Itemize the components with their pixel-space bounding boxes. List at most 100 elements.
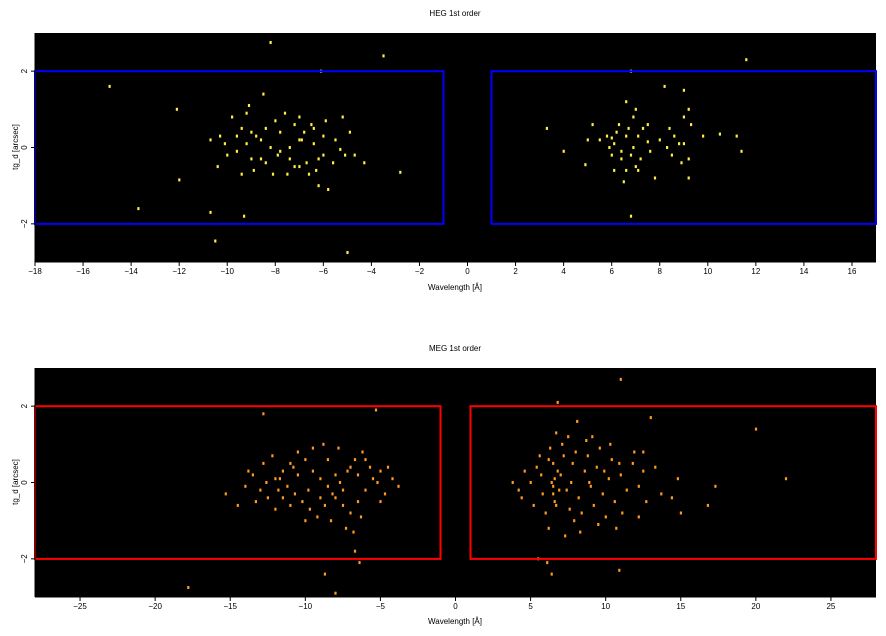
heg-data-point xyxy=(545,126,548,130)
meg-data-point xyxy=(277,488,280,492)
meg-data-point xyxy=(331,492,334,496)
meg-data-point xyxy=(615,526,618,530)
meg-data-point xyxy=(371,477,375,481)
meg-data-point xyxy=(550,572,553,576)
meg-data-point xyxy=(386,465,390,469)
heg-data-point xyxy=(312,142,315,146)
heg-x-tick-label: 14 xyxy=(799,267,808,276)
heg-data-point xyxy=(252,168,255,172)
meg-data-point xyxy=(352,530,355,534)
heg-data-point xyxy=(317,157,320,161)
heg-data-point xyxy=(223,142,226,146)
heg-data-point xyxy=(312,126,315,130)
meg-data-point xyxy=(286,484,289,488)
meg-data-point xyxy=(676,477,679,481)
heg-data-point xyxy=(245,142,248,146)
meg-data-point xyxy=(307,488,310,492)
meg-data-point xyxy=(289,503,292,507)
meg-data-point xyxy=(274,507,277,511)
heg-data-point xyxy=(615,130,618,134)
meg-y-tick-label: −2 xyxy=(20,554,29,564)
meg-data-point xyxy=(535,465,538,469)
meg-data-point xyxy=(187,586,190,589)
heg-data-point xyxy=(348,130,351,134)
meg-data-point xyxy=(383,492,387,496)
heg-x-tick-label: 8 xyxy=(658,267,663,276)
meg-data-point xyxy=(346,469,349,473)
heg-data-point xyxy=(382,54,385,58)
heg-data-point xyxy=(658,138,661,142)
heg-data-point xyxy=(255,134,258,138)
heg-data-point xyxy=(240,126,243,130)
meg-data-point xyxy=(714,484,717,488)
meg-data-point xyxy=(577,496,580,500)
meg-data-point xyxy=(292,465,295,469)
meg-data-point xyxy=(586,454,589,458)
meg-data-point xyxy=(618,568,621,572)
meg-data-point xyxy=(344,526,348,530)
heg-data-point xyxy=(620,149,623,153)
heg-x-tick-label: −4 xyxy=(367,267,377,276)
heg-x-tick-label: 10 xyxy=(703,267,712,276)
meg-data-point xyxy=(609,442,612,446)
heg-data-point xyxy=(219,134,222,138)
heg-data-point xyxy=(353,153,356,157)
meg-y-axis-label: tg_d [arcsec] xyxy=(11,459,20,505)
meg-data-point xyxy=(579,530,582,534)
heg-x-tick-label: −2 xyxy=(415,267,425,276)
meg-data-point xyxy=(552,484,555,488)
meg-data-point xyxy=(603,469,606,473)
meg-data-point xyxy=(517,488,520,492)
heg-title: HEG 1st order xyxy=(429,9,480,18)
meg-data-point xyxy=(585,439,588,442)
heg-data-point xyxy=(687,107,690,111)
meg-data-point xyxy=(568,507,571,511)
heg-data-point xyxy=(399,170,402,174)
meg-data-point xyxy=(319,477,322,481)
heg-data-point xyxy=(298,165,301,169)
heg-data-point xyxy=(324,119,327,123)
meg-data-point xyxy=(326,458,329,462)
meg-data-point xyxy=(544,511,547,515)
heg-data-point xyxy=(608,146,611,149)
meg-data-point xyxy=(547,458,550,462)
meg-data-point xyxy=(244,484,247,488)
meg-y-tick-label: 2 xyxy=(20,403,29,408)
meg-data-point xyxy=(511,481,514,484)
heg-data-point xyxy=(315,168,318,172)
meg-data-point xyxy=(322,442,325,446)
meg-data-point xyxy=(274,477,277,481)
meg-data-point xyxy=(618,461,621,465)
meg-x-tick-label: 0 xyxy=(453,602,458,611)
heg-data-point xyxy=(625,134,628,138)
heg-data-point xyxy=(653,176,657,180)
meg-data-point xyxy=(784,477,788,481)
heg-data-point xyxy=(259,157,263,161)
meg-data-point xyxy=(358,561,361,565)
heg-x-tick-label: −16 xyxy=(76,267,90,276)
meg-data-point xyxy=(619,473,622,477)
meg-data-point xyxy=(323,572,326,576)
heg-data-point xyxy=(363,161,366,165)
heg-data-point xyxy=(622,180,625,184)
meg-data-point xyxy=(349,465,352,469)
heg-data-point xyxy=(293,165,296,169)
heg-data-point xyxy=(322,134,325,138)
heg-data-point xyxy=(339,147,342,151)
heg-data-point xyxy=(269,146,272,149)
heg-data-point xyxy=(250,130,253,134)
heg-data-point xyxy=(269,41,272,44)
heg-data-point xyxy=(598,138,601,142)
heg-data-point xyxy=(617,123,621,127)
heg-data-point xyxy=(279,130,282,134)
meg-data-point xyxy=(271,454,274,458)
heg-x-tick-label: 6 xyxy=(609,267,614,276)
meg-data-point xyxy=(341,488,345,492)
heg-x-tick-label: 0 xyxy=(465,267,470,276)
meg-data-point xyxy=(706,503,709,507)
heg-data-point xyxy=(670,153,673,157)
heg-data-point xyxy=(637,168,640,172)
meg-data-point xyxy=(553,477,556,481)
heg-data-point xyxy=(625,100,628,104)
heg-extraction-region-2 xyxy=(490,70,877,225)
